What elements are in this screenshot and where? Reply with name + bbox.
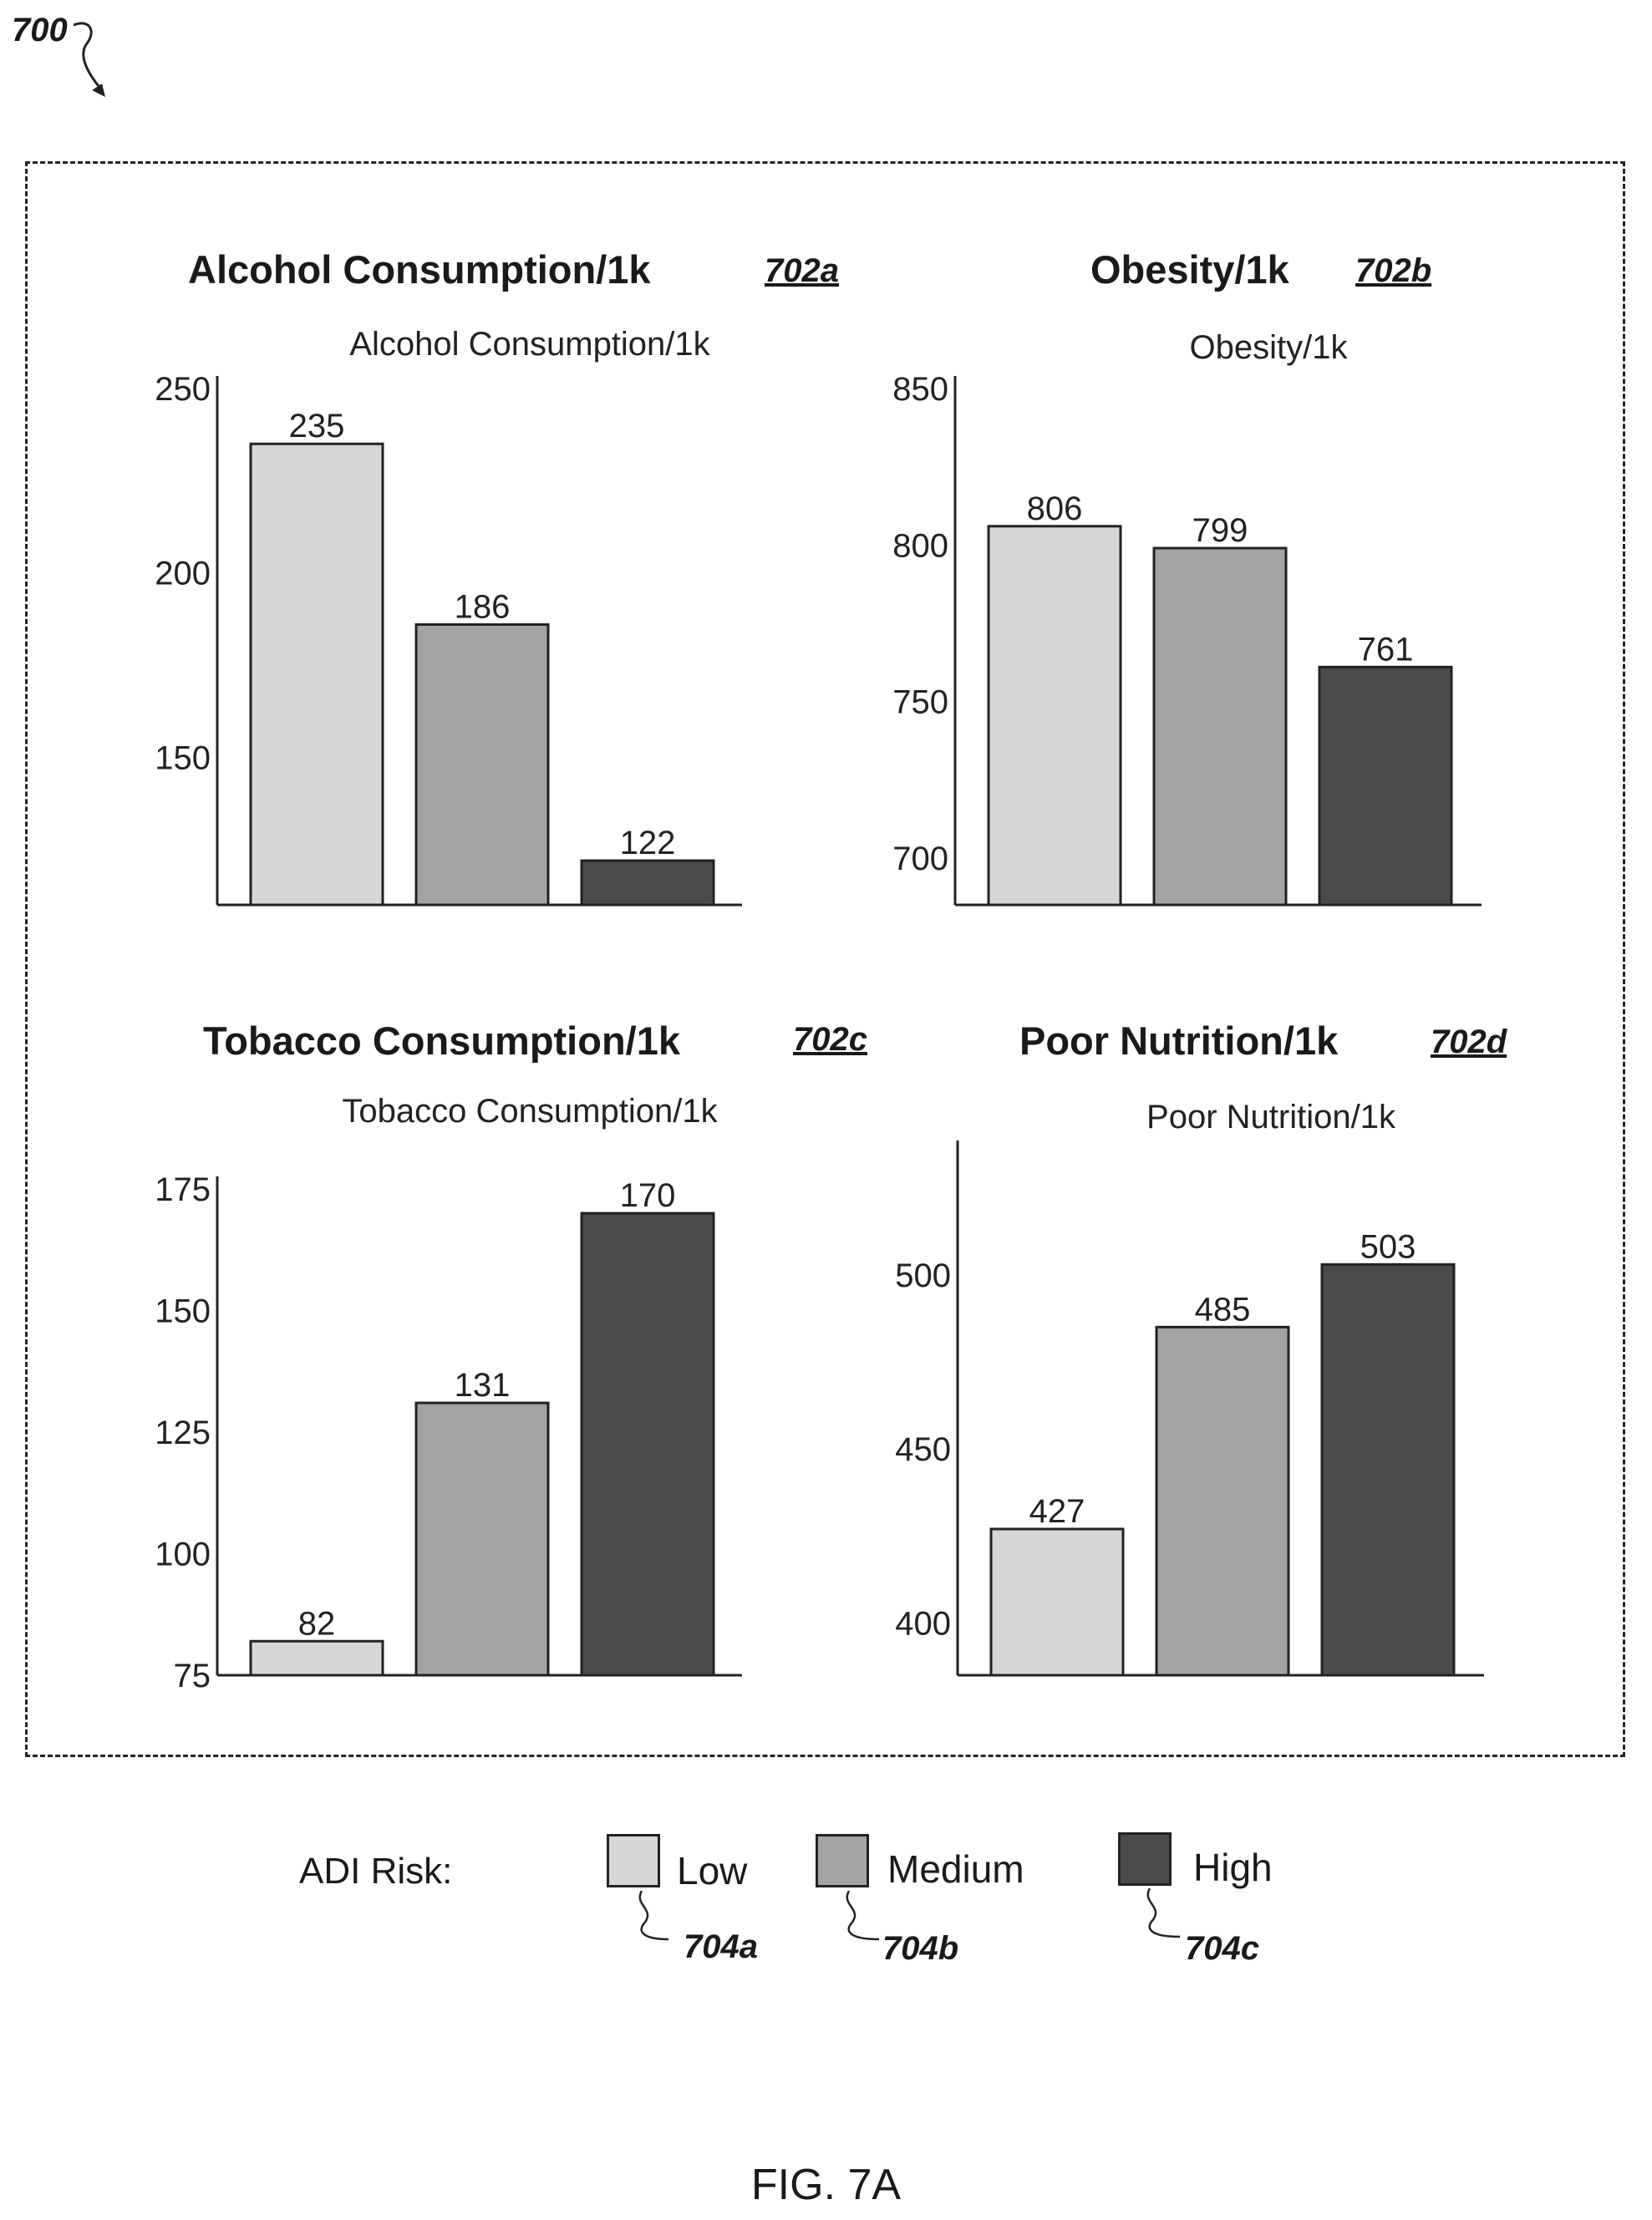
bar-value-label: 122: [620, 825, 676, 861]
y-tick-label: 850: [892, 371, 948, 408]
bar-low: [249, 442, 384, 907]
bar-value-label: 806: [1027, 490, 1083, 527]
panel-title: Tobacco Consumption/1k: [203, 1019, 680, 1063]
chart-subtitle: Tobacco Consumption/1k: [342, 1093, 718, 1130]
panel-title: Alcohol Consumption/1k: [188, 247, 651, 292]
y-tick-label: 100: [155, 1537, 211, 1573]
figure-reference-arrow-icon: [73, 22, 105, 97]
legend-title: ADI Risk:: [299, 1851, 453, 1892]
panel-title: Obesity/1k: [1090, 247, 1289, 292]
chart-subtitle: Poor Nutrition/1k: [1146, 1099, 1396, 1135]
bar-high: [580, 1212, 715, 1677]
y-tick-label: 200: [155, 556, 211, 592]
bar-value-label: 82: [298, 1605, 336, 1642]
y-tick-label: 800: [892, 527, 948, 564]
y-tick-label: 250: [155, 371, 211, 408]
legend-label-low: Low: [677, 1849, 748, 1892]
y-tick-label: 175: [155, 1171, 211, 1208]
y-tick-label: 400: [895, 1606, 951, 1643]
bar-value-label: 427: [1029, 1493, 1085, 1530]
bar-medium: [414, 623, 550, 907]
figure-reference: 700: [12, 12, 68, 48]
bar-low: [987, 525, 1122, 907]
y-tick-label: 450: [895, 1431, 951, 1468]
bar-value-label: 503: [1360, 1228, 1416, 1265]
panel-title: Poor Nutrition/1k: [1019, 1019, 1339, 1063]
chart-subtitle: Alcohol Consumption/1k: [349, 326, 710, 363]
y-tick-label: 500: [895, 1257, 951, 1294]
legend-leader-high-icon: [1146, 1888, 1181, 1938]
bar-value-label: 235: [289, 408, 345, 445]
legend-swatch-low: [607, 1834, 660, 1887]
panel-reference: 702a: [765, 252, 839, 289]
legend-leader-low-icon: [638, 1891, 669, 1941]
panel-reference: 702c: [793, 1021, 867, 1058]
bar-high: [580, 859, 715, 907]
y-tick-label: 700: [892, 841, 948, 877]
legend-reference-high: 704c: [1185, 1930, 1259, 1967]
bar-medium: [1155, 1325, 1290, 1677]
legend-swatch-medium: [816, 1834, 869, 1887]
bar-value-label: 761: [1358, 631, 1414, 668]
legend-label-high: High: [1193, 1846, 1273, 1889]
y-tick-label: 125: [155, 1415, 211, 1451]
legend-reference-low: 704a: [684, 1928, 758, 1965]
bar-value-label: 799: [1192, 512, 1248, 549]
y-tick-label: 150: [155, 1293, 211, 1330]
legend-reference-medium: 704b: [882, 1930, 959, 1967]
bar-low: [989, 1527, 1125, 1677]
bar-value-label: 131: [455, 1367, 511, 1404]
legend-leader-medium-icon: [846, 1891, 880, 1941]
y-tick-label: 75: [174, 1658, 211, 1694]
legend-swatch-high: [1118, 1832, 1172, 1886]
panel-reference: 702d: [1431, 1024, 1507, 1060]
bar-medium: [1152, 546, 1288, 907]
figure-frame: [25, 161, 1625, 1757]
legend-label-medium: Medium: [887, 1847, 1024, 1891]
y-tick-label: 750: [892, 684, 948, 721]
bar-high: [1320, 1262, 1456, 1677]
chart-subtitle: Obesity/1k: [1190, 329, 1349, 366]
bar-low: [249, 1639, 384, 1677]
figure-caption: FIG. 7A: [750, 2161, 902, 2209]
bar-value-label: 485: [1195, 1291, 1251, 1328]
bar-high: [1318, 665, 1453, 907]
bar-value-label: 186: [455, 589, 511, 626]
y-tick-label: 150: [155, 739, 211, 776]
bar-medium: [414, 1401, 550, 1677]
panel-reference: 702b: [1355, 252, 1432, 289]
bar-value-label: 170: [620, 1177, 676, 1214]
